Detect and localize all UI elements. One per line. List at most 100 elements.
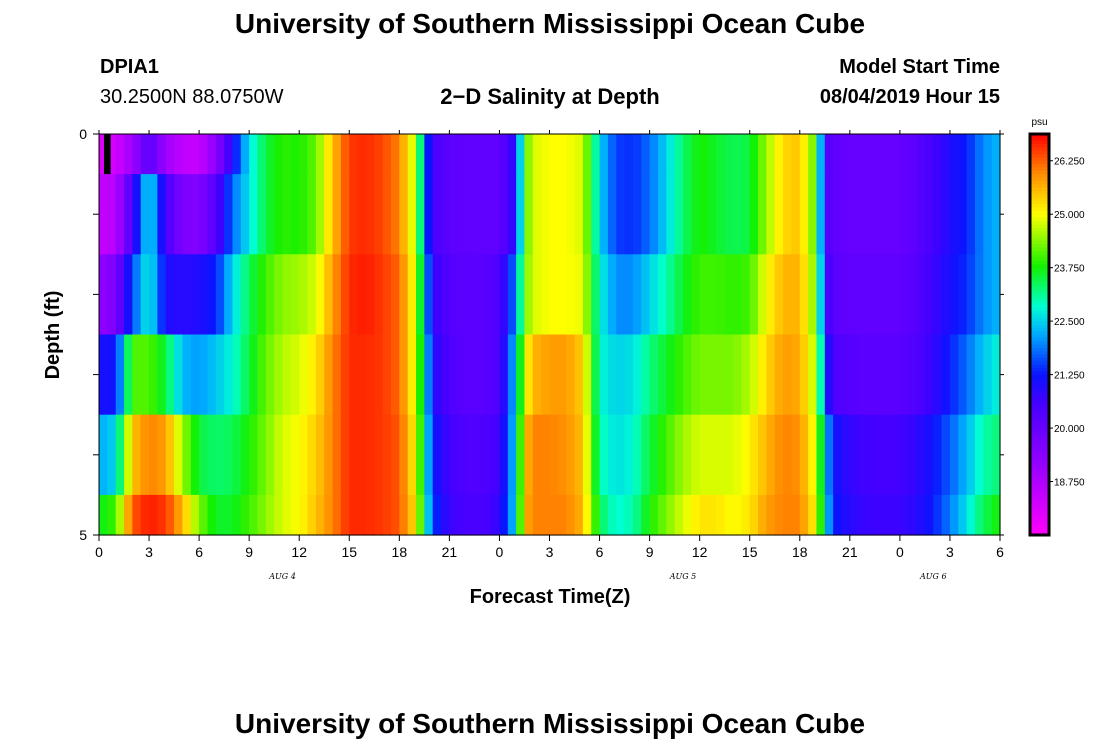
heatmap-cell: [808, 414, 818, 496]
heatmap-cell: [449, 134, 459, 175]
heatmap-cell: [499, 174, 509, 255]
colorbar-segment: [1030, 177, 1049, 182]
colorbar-segment: [1030, 518, 1049, 523]
heatmap-cell: [966, 254, 976, 336]
heatmap-cell: [107, 134, 117, 175]
heatmap-cell: [641, 134, 651, 175]
heatmap-cell: [432, 494, 442, 536]
heatmap-cell: [140, 174, 150, 255]
heatmap-cell: [632, 174, 642, 255]
heatmap-cell: [899, 494, 909, 536]
heatmap-cell: [991, 134, 1001, 175]
heatmap-cell: [416, 494, 425, 536]
x-axis: 0 3 6 9 12 15 18 21 0 3 6 9 12 15 18 21 0 3 6 AUG 4 AUG 5 AUG…: [95, 130, 1004, 581]
colorbar-segment: [1030, 220, 1049, 225]
heatmap-cell: [157, 414, 167, 496]
heatmap-cell: [741, 134, 751, 175]
heatmap-cell: [933, 414, 943, 496]
heatmap-cell: [132, 174, 142, 255]
heatmap-cell: [816, 414, 826, 496]
heatmap-cell: [349, 174, 359, 255]
heatmap-cell: [466, 414, 476, 496]
heatmap-cell: [591, 134, 601, 175]
colorbar-segment: [1030, 237, 1049, 242]
heatmap-cell: [132, 134, 142, 175]
heatmap-cell: [249, 174, 259, 255]
heatmap-cell: [99, 174, 108, 255]
heatmap-cell: [974, 254, 984, 336]
heatmap-cell: [524, 254, 534, 336]
heatmap-cell: [724, 134, 734, 175]
heatmap-cell: [974, 174, 984, 255]
heatmap-cell: [949, 334, 959, 416]
heatmap-cell: [599, 174, 609, 255]
heatmap-cell: [207, 494, 217, 536]
heatmap-cell: [474, 174, 484, 255]
heatmap-cell: [666, 254, 676, 336]
heatmap-cell: [199, 134, 209, 175]
heatmap-cell: [157, 174, 167, 255]
heatmap-cell: [866, 254, 876, 336]
heatmap-cell: [657, 174, 667, 255]
heatmap-cell: [574, 334, 584, 416]
heatmap-cell: [783, 174, 793, 255]
heatmap-cell: [691, 334, 701, 416]
heatmap-cell: [691, 414, 701, 496]
colorbar-segment: [1030, 267, 1049, 272]
heatmap-cell: [265, 334, 275, 416]
colorbar-segment: [1030, 250, 1049, 255]
heatmap-cell: [416, 174, 425, 255]
heatmap-cell: [824, 494, 834, 536]
heatmap-cell: [190, 134, 200, 175]
heatmap-cell: [666, 174, 676, 255]
heatmap-cell: [966, 334, 976, 416]
heatmap-cell: [299, 334, 309, 416]
colorbar-segment: [1030, 371, 1049, 376]
heatmap-cell: [916, 334, 926, 416]
heatmap-cell: [799, 134, 809, 175]
heatmap-cell: [290, 134, 300, 175]
heatmap-cell: [549, 254, 559, 336]
model-start-label: Model Start Time: [839, 56, 1000, 78]
heatmap-cell: [424, 334, 434, 416]
heatmap-cell: [399, 174, 409, 255]
heatmap-cell: [674, 174, 684, 255]
heatmap-cell: [783, 334, 793, 416]
heatmap-cell: [682, 494, 692, 536]
colorbar-segment: [1030, 498, 1049, 503]
heatmap-cell: [365, 494, 375, 536]
heatmap-cell: [157, 254, 167, 336]
heatmap-cell: [649, 334, 659, 416]
heatmap-cell: [332, 494, 342, 536]
heatmap-cell: [749, 134, 759, 175]
heatmap-cell: [365, 174, 375, 255]
heatmap-cell: [482, 494, 492, 536]
colorbar-gradient: [1030, 134, 1049, 536]
colorbar-segment: [1030, 314, 1049, 319]
heatmap-cell: [599, 334, 609, 416]
heatmap-cell: [724, 334, 734, 416]
heatmap-cell: [382, 134, 392, 175]
heatmap-cell: [949, 254, 959, 336]
heatmap-cell: [474, 334, 484, 416]
heatmap-cell: [332, 254, 342, 336]
heatmap-cell: [949, 134, 959, 175]
heatmap-cell: [207, 254, 217, 336]
heatmap-cell: [599, 254, 609, 336]
heatmap-cell: [491, 134, 501, 175]
heatmap-cell: [374, 414, 384, 496]
colorbar-segment: [1030, 501, 1049, 506]
heatmap-cell: [958, 254, 968, 336]
heatmap-cell: [833, 134, 843, 175]
heatmap-cell: [791, 254, 801, 336]
heatmap-cell: [466, 494, 476, 536]
heatmap-cell: [232, 494, 242, 536]
heatmap-cell: [491, 414, 501, 496]
heatmap-cell: [99, 134, 108, 175]
heatmap-cell: [224, 174, 234, 255]
heatmap-cell: [716, 334, 726, 416]
heatmap-cell: [816, 134, 826, 175]
heatmap-cell: [657, 494, 667, 536]
y-tick-label: 5: [79, 527, 87, 543]
colorbar-segment: [1030, 254, 1049, 259]
